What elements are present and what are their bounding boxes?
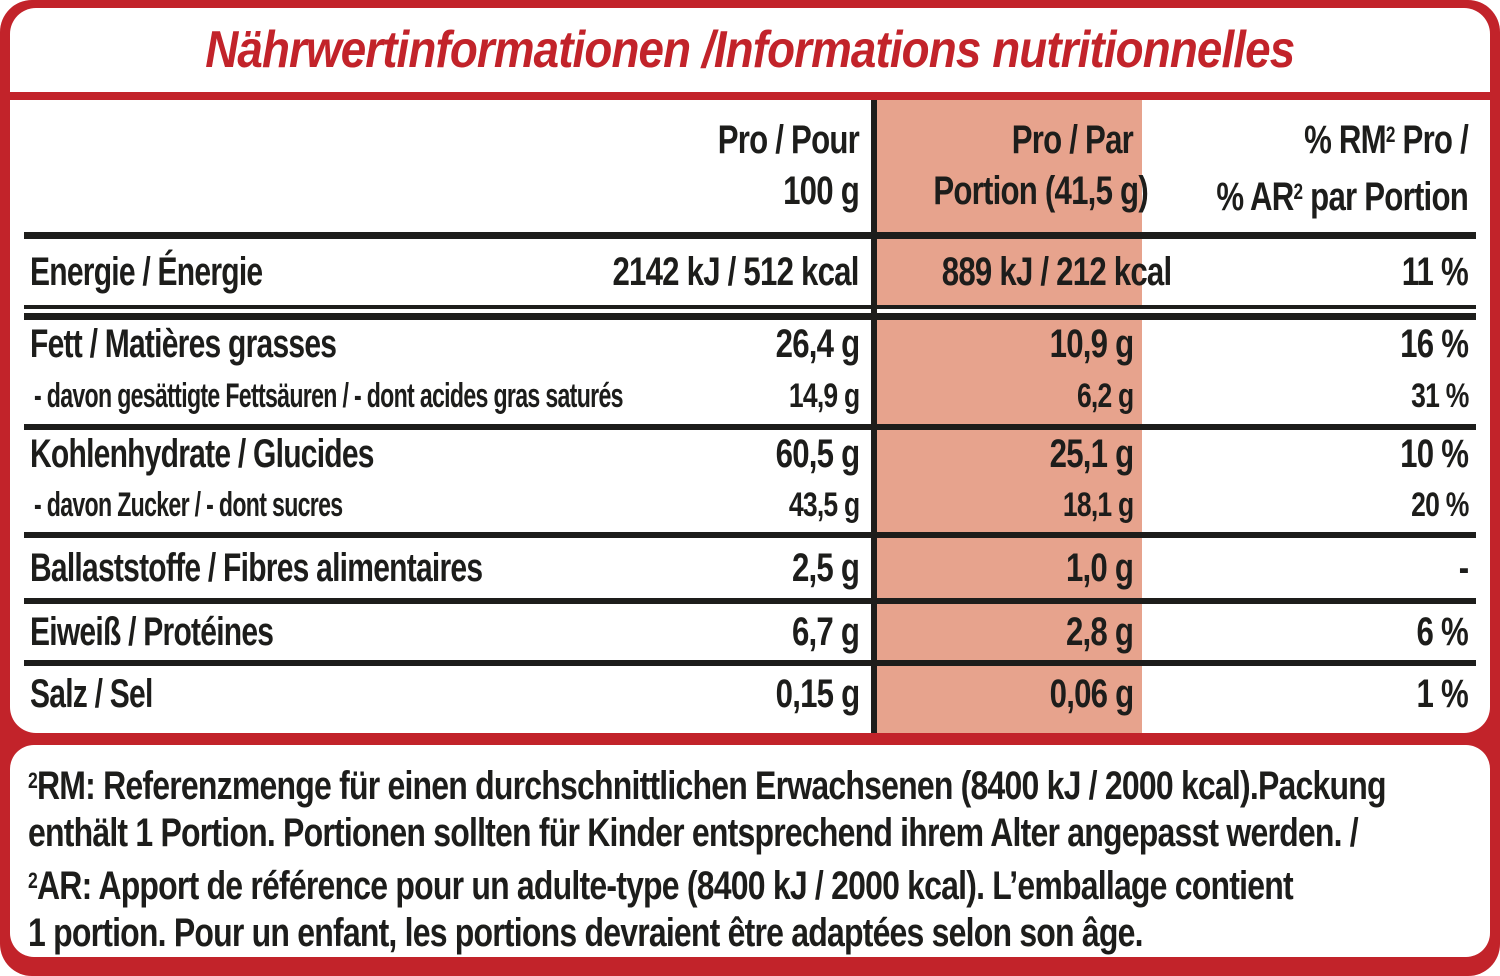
header-line: Pro / Pour bbox=[717, 118, 860, 162]
percent-value: 6 % bbox=[1416, 609, 1469, 654]
portion-value: 25,1 g bbox=[1049, 431, 1134, 476]
header-separator-line bbox=[24, 232, 1476, 239]
percent-value: 16 % bbox=[1400, 321, 1469, 366]
table-row-energy: Energie / Énergie 2142 kJ / 512 kcal 889… bbox=[10, 239, 1490, 305]
row-label: Ballaststoffe / Fibres alimentaires bbox=[30, 545, 483, 590]
row-label: Eiweiß / Protéines bbox=[30, 609, 274, 654]
row-separator-line bbox=[24, 598, 1476, 604]
double-separator-line bbox=[24, 305, 1476, 320]
per100-value: 0,15 g bbox=[775, 671, 860, 716]
footnote-text: AR: Apport de référence pour un adulte-t… bbox=[37, 864, 1294, 908]
per100-value: 26,4 g bbox=[775, 321, 860, 366]
percent-header-text: % RM bbox=[1304, 118, 1387, 162]
table-row-carbohydrate: Kohlenhydrate / Glucides 60,5 g 25,1 g 1… bbox=[10, 430, 1490, 478]
percent-header-text: Pro / bbox=[1394, 118, 1469, 162]
footnote-line-rm: 2RM: Referenzmenge für einen durchschnit… bbox=[28, 757, 1387, 810]
row-label: - davon Zucker / - dont sucres bbox=[34, 485, 343, 524]
table-row-salt: Salz / Sel 0,15 g 0,06 g 1 % bbox=[10, 666, 1490, 722]
table-row-fibre: Ballaststoffe / Fibres alimentaires 2,5 … bbox=[10, 538, 1490, 598]
portion-value: 1,0 g bbox=[1065, 545, 1134, 590]
page-title: Nährwertinformationen /Informations nutr… bbox=[205, 21, 1295, 79]
percent-value: 10 % bbox=[1400, 431, 1469, 476]
row-separator-line bbox=[24, 424, 1476, 430]
per100-value: 14,9 g bbox=[788, 376, 859, 415]
portion-highlight-band bbox=[877, 100, 1142, 733]
footnote-text: enthält 1 Portion. Portionen sollten für… bbox=[28, 811, 1359, 855]
header-line: % AR2 par Portion bbox=[1214, 166, 1468, 223]
per100-value: 43,5 g bbox=[788, 485, 859, 524]
footnote-line-ar-cont: 1 portion. Pour un enfant, les portions … bbox=[28, 910, 1183, 957]
nutrition-table: Pro / Pour 100 g Pro / Par Portion (41,5… bbox=[10, 100, 1490, 733]
header-line: Portion (41,5 g) bbox=[933, 169, 1148, 213]
per100-value: 2,5 g bbox=[791, 545, 860, 590]
percent-value: - bbox=[1458, 545, 1468, 590]
vertical-divider-line bbox=[871, 100, 877, 733]
portion-value: 18,1 g bbox=[1062, 485, 1133, 524]
header-line: % RM2 Pro / bbox=[1214, 109, 1469, 166]
footnote-text: 1 portion. Pour un enfant, les portions … bbox=[28, 911, 1144, 955]
row-label: Salz / Sel bbox=[30, 671, 153, 716]
table-row-saturates: - davon gesättigte Fettsäuren / - dont a… bbox=[10, 368, 1490, 424]
percent-value: 20 % bbox=[1410, 485, 1469, 524]
percent-value: 1 % bbox=[1416, 671, 1469, 716]
portion-value: 2,8 g bbox=[1065, 609, 1134, 654]
percent-value: 31 % bbox=[1410, 376, 1469, 415]
footnote-line-rm-cont: enthält 1 Portion. Portionen sollten für… bbox=[28, 810, 1359, 857]
column-header-per100: Pro / Pour 100 g bbox=[440, 115, 877, 217]
row-separator-line bbox=[24, 660, 1476, 666]
per100-value: 2142 kJ / 512 kcal bbox=[612, 249, 860, 294]
footnote-marker: 2 bbox=[28, 868, 38, 893]
portion-value: 889 kJ / 212 kcal bbox=[941, 249, 1172, 294]
portion-value: 10,9 g bbox=[1049, 321, 1134, 366]
column-header-row: Pro / Pour 100 g Pro / Par Portion (41,5… bbox=[10, 100, 1490, 232]
reference-footnote-marker: 2 bbox=[1385, 122, 1396, 147]
per100-value: 6,7 g bbox=[791, 609, 860, 654]
footnote-marker: 2 bbox=[28, 768, 38, 793]
table-row-protein: Eiweiß / Protéines 6,7 g 2,8 g 6 % bbox=[10, 604, 1490, 660]
header-line: Pro / Par bbox=[1011, 118, 1134, 162]
percent-value: 11 % bbox=[1401, 249, 1469, 294]
per100-value: 60,5 g bbox=[775, 431, 860, 476]
nutrition-panel: Nährwertinformationen /Informations nutr… bbox=[10, 8, 1490, 733]
footnote-panel: 2RM: Referenzmenge für einen durchschnit… bbox=[10, 745, 1490, 957]
table-row-fat: Fett / Matières grasses 26,4 g 10,9 g 16… bbox=[10, 320, 1490, 368]
column-header-percent: % RM2 Pro / % AR2 par Portion bbox=[1142, 109, 1490, 223]
percent-header-text: % AR bbox=[1216, 175, 1294, 219]
footnote-text: RM: Referenzmenge für einen durchschnitt… bbox=[37, 764, 1387, 808]
title-band: Nährwertinformationen /Informations nutr… bbox=[10, 8, 1490, 100]
header-line: 100 g bbox=[783, 169, 860, 213]
row-label: - davon gesättigte Fettsäuren / - dont a… bbox=[34, 376, 623, 415]
row-separator-line bbox=[24, 532, 1476, 538]
portion-value: 6,2 g bbox=[1076, 376, 1133, 415]
percent-header-text: par Portion bbox=[1302, 175, 1469, 219]
portion-value: 0,06 g bbox=[1049, 671, 1134, 716]
column-header-portion: Pro / Par Portion (41,5 g) bbox=[877, 115, 1148, 217]
row-label: Kohlenhydrate / Glucides bbox=[30, 431, 374, 476]
row-label: Fett / Matières grasses bbox=[30, 321, 337, 366]
table-row-sugars: - davon Zucker / - dont sucres 43,5 g 18… bbox=[10, 478, 1490, 532]
row-label: Energie / Énergie bbox=[30, 249, 263, 294]
reference-footnote-marker: 2 bbox=[1293, 179, 1304, 204]
footnote-line-ar: 2AR: Apport de référence pour un adulte-… bbox=[28, 857, 1294, 910]
